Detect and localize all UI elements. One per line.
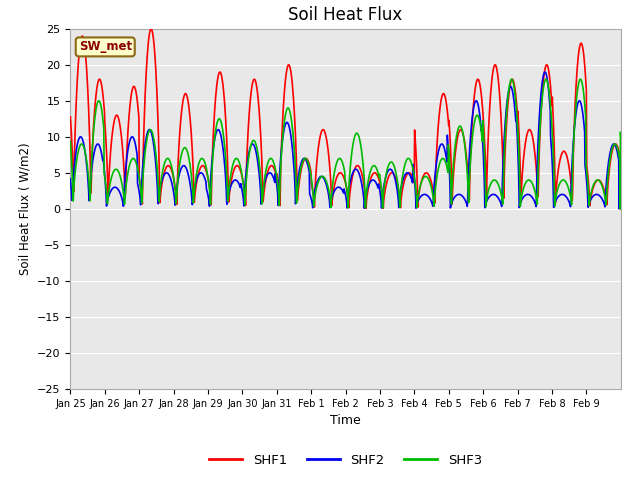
Text: SW_met: SW_met <box>79 40 132 53</box>
SHF2 <box>446 176 454 182</box>
SHF2 <box>67 176 74 181</box>
SHF3 <box>165 156 173 162</box>
Title: Soil Heat Flux: Soil Heat Flux <box>289 6 403 24</box>
Line: SHF2: SHF2 <box>70 72 621 209</box>
Line: SHF1: SHF1 <box>70 29 621 209</box>
SHF2 <box>77 134 84 140</box>
SHF3 <box>616 206 624 212</box>
SHF3 <box>77 142 84 147</box>
SHF2 <box>348 172 356 178</box>
SHF1 <box>617 206 625 212</box>
SHF3 <box>316 177 323 182</box>
SHF3 <box>582 114 589 120</box>
Y-axis label: Soil Heat Flux ( W/m2): Soil Heat Flux ( W/m2) <box>19 143 31 275</box>
SHF1 <box>446 136 454 142</box>
SHF2 <box>582 168 589 174</box>
SHF1 <box>582 76 589 82</box>
SHF2 <box>615 206 623 212</box>
SHF1 <box>67 114 74 120</box>
SHF3 <box>508 76 516 82</box>
SHF2 <box>316 175 323 180</box>
Legend: SHF1, SHF2, SHF3: SHF1, SHF2, SHF3 <box>204 449 487 472</box>
SHF3 <box>348 148 356 154</box>
SHF1 <box>165 163 173 169</box>
SHF1 <box>77 37 84 43</box>
SHF1 <box>316 136 323 142</box>
SHF3 <box>617 133 625 139</box>
X-axis label: Time: Time <box>330 414 361 427</box>
SHF2 <box>541 69 549 75</box>
SHF3 <box>446 160 454 166</box>
SHF1 <box>147 26 155 32</box>
SHF2 <box>165 172 173 178</box>
SHF2 <box>617 172 625 178</box>
SHF1 <box>348 175 356 180</box>
Line: SHF3: SHF3 <box>70 79 621 209</box>
SHF3 <box>67 138 74 144</box>
